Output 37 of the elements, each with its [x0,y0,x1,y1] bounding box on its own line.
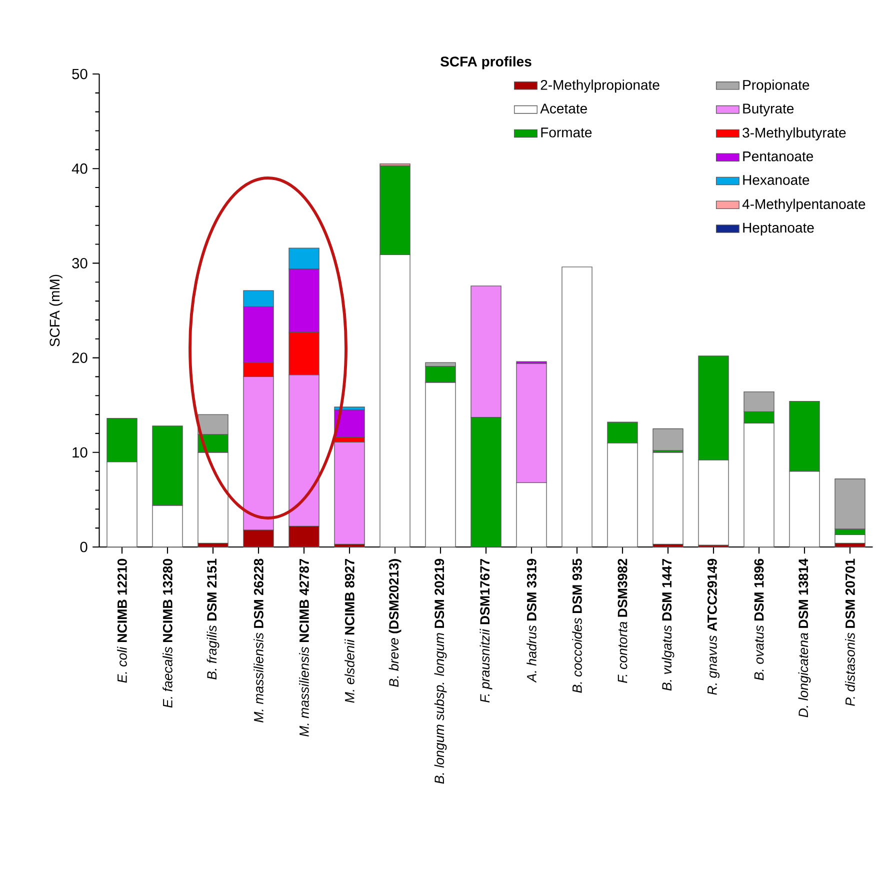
legend-label: Formate [541,128,592,138]
x-tick-label: R. gnavus ATCC29149 [707,558,720,695]
y-tick-label: 10 [72,447,88,458]
legend-label: Pentanoate [743,152,814,162]
legend-label: 3-Methylbutyrate [742,127,846,140]
legend-label: Heptanoate [743,222,814,236]
chart-title: SCFA profiles [440,56,532,70]
y-axis-title: SCFA (mM) [49,274,62,346]
y-tick-label: 20 [72,352,88,363]
legend-label: Propionate [743,80,810,93]
legend-label: 2-Methylpropionate [540,80,660,93]
x-tick-label: E. coli NCIMB 12210 [117,558,127,683]
y-tick-label: 50 [72,68,88,80]
legend-label: Hexanoate [743,175,810,185]
x-tick-label: B. vulgatus DSM 1447 [662,558,674,691]
y-tick-label: 30 [72,258,88,268]
legend-label: Acetate [540,104,587,114]
y-tick-label: 40 [72,163,88,174]
x-tick-label: M. massiliensis DSM 26228 [254,558,264,722]
x-tick-label: B. ovatus DSM 1896 [754,558,764,680]
legend-label: 4-Methylpentanoate [742,198,866,212]
x-tick-label: P. distasonis DSM 20701 [845,558,855,706]
x-tick-label: B. breve (DSM20213) [388,559,402,687]
x-tick-label: M. elsdenii NCIMB 8927 [344,558,354,703]
x-tick-label: A. hadrus DSM 3319 [526,558,536,683]
bar [334,442,365,544]
x-tick-label: M. massiliensis NCIMB 42787 [299,558,309,737]
x-tick-label: B. fragilis DSM 2151 [206,558,220,680]
x-tick-label: F. prausnitzii DSM17677 [480,558,492,703]
x-tick-label: E. faecalis NCIMB 13280 [162,558,172,708]
x-tick-label: B. coccoides DSM 935 [572,558,582,693]
y-tick-label: 0 [80,542,88,552]
x-tick-label: B. longum subsp. longum DSM 20219 [434,558,447,784]
x-tick-label: F. contorta DSM3982 [618,558,628,683]
bar [562,266,592,548]
x-tick-label: D. longicatena DSM 13814 [798,558,811,718]
legend-label: Butyrate [743,104,794,116]
